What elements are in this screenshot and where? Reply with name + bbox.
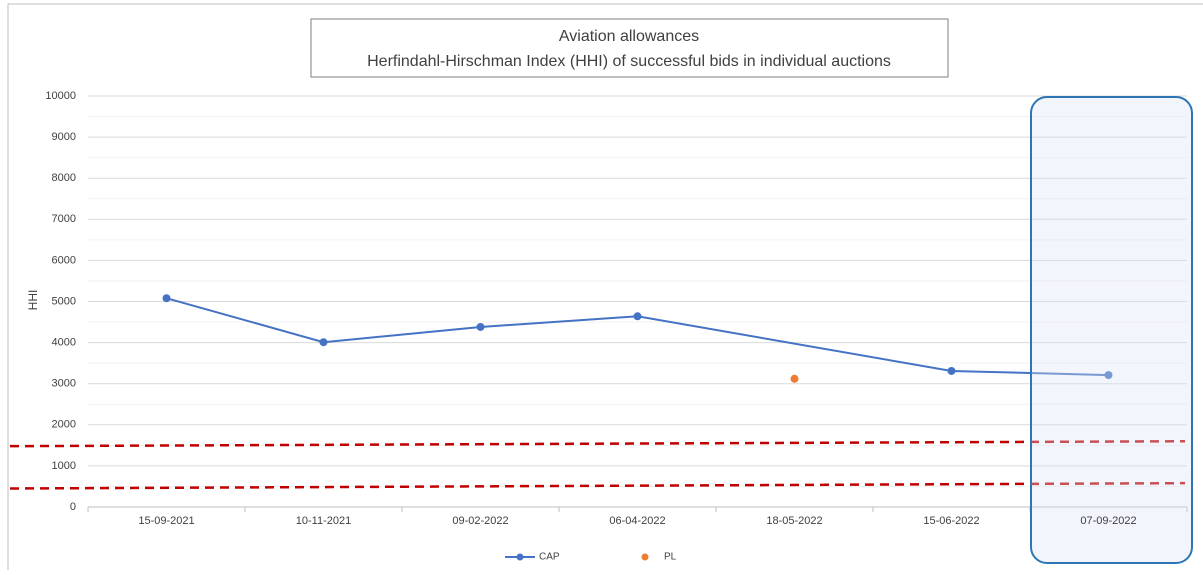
legend-label: CAP	[539, 552, 560, 563]
x-tick-label: 10-11-2021	[296, 515, 351, 527]
legend-label: PL	[664, 552, 677, 563]
y-tick-label: 1000	[52, 460, 76, 472]
x-tick-label: 07-09-2022	[1080, 515, 1136, 527]
y-tick-label: 4000	[52, 337, 76, 349]
x-tick-label: 15-09-2021	[138, 515, 194, 527]
highlight-box	[1030, 96, 1193, 564]
y-tick-label: 7000	[52, 213, 76, 225]
title-box	[310, 18, 949, 78]
chart-border	[7, 3, 1203, 575]
plot	[9, 294, 1186, 490]
data-point	[476, 322, 485, 331]
data-point	[319, 338, 328, 347]
chart-title: Aviation allowances	[559, 28, 699, 45]
data-point	[790, 374, 799, 383]
x-tick-label: 09-02-2022	[452, 515, 508, 527]
y-tick-label: 2000	[52, 419, 76, 431]
data-point	[633, 312, 642, 321]
data-point	[162, 294, 171, 303]
x-tick-label: 18-05-2022	[766, 515, 822, 527]
legend-item: PL	[641, 552, 677, 563]
y-tick-label: 9000	[52, 131, 76, 143]
y-tick-label: 10000	[45, 90, 76, 102]
y-tick-label: 0	[70, 501, 76, 513]
legend-marker	[516, 553, 524, 561]
y-tick-label: 8000	[52, 172, 76, 184]
data-point	[1104, 371, 1113, 380]
legend-item: CAP	[505, 552, 560, 563]
x-tick-label: 06-04-2022	[609, 515, 665, 527]
reference-line	[9, 439, 1186, 448]
chart-subtitle: Herfindahl-Hirschman Index (HHI) of succ…	[367, 53, 891, 70]
grid	[87, 95, 1188, 512]
y-axis-label: HHI	[26, 290, 40, 311]
y-tick-label: 3000	[52, 378, 76, 390]
legend-marker	[641, 553, 649, 561]
y-tick-label: 6000	[52, 254, 76, 266]
series-line	[166, 297, 1109, 377]
y-tick-label: 5000	[52, 295, 76, 307]
reference-line	[9, 481, 1186, 490]
x-tick-label: 15-06-2022	[923, 515, 979, 527]
data-point	[947, 366, 956, 375]
